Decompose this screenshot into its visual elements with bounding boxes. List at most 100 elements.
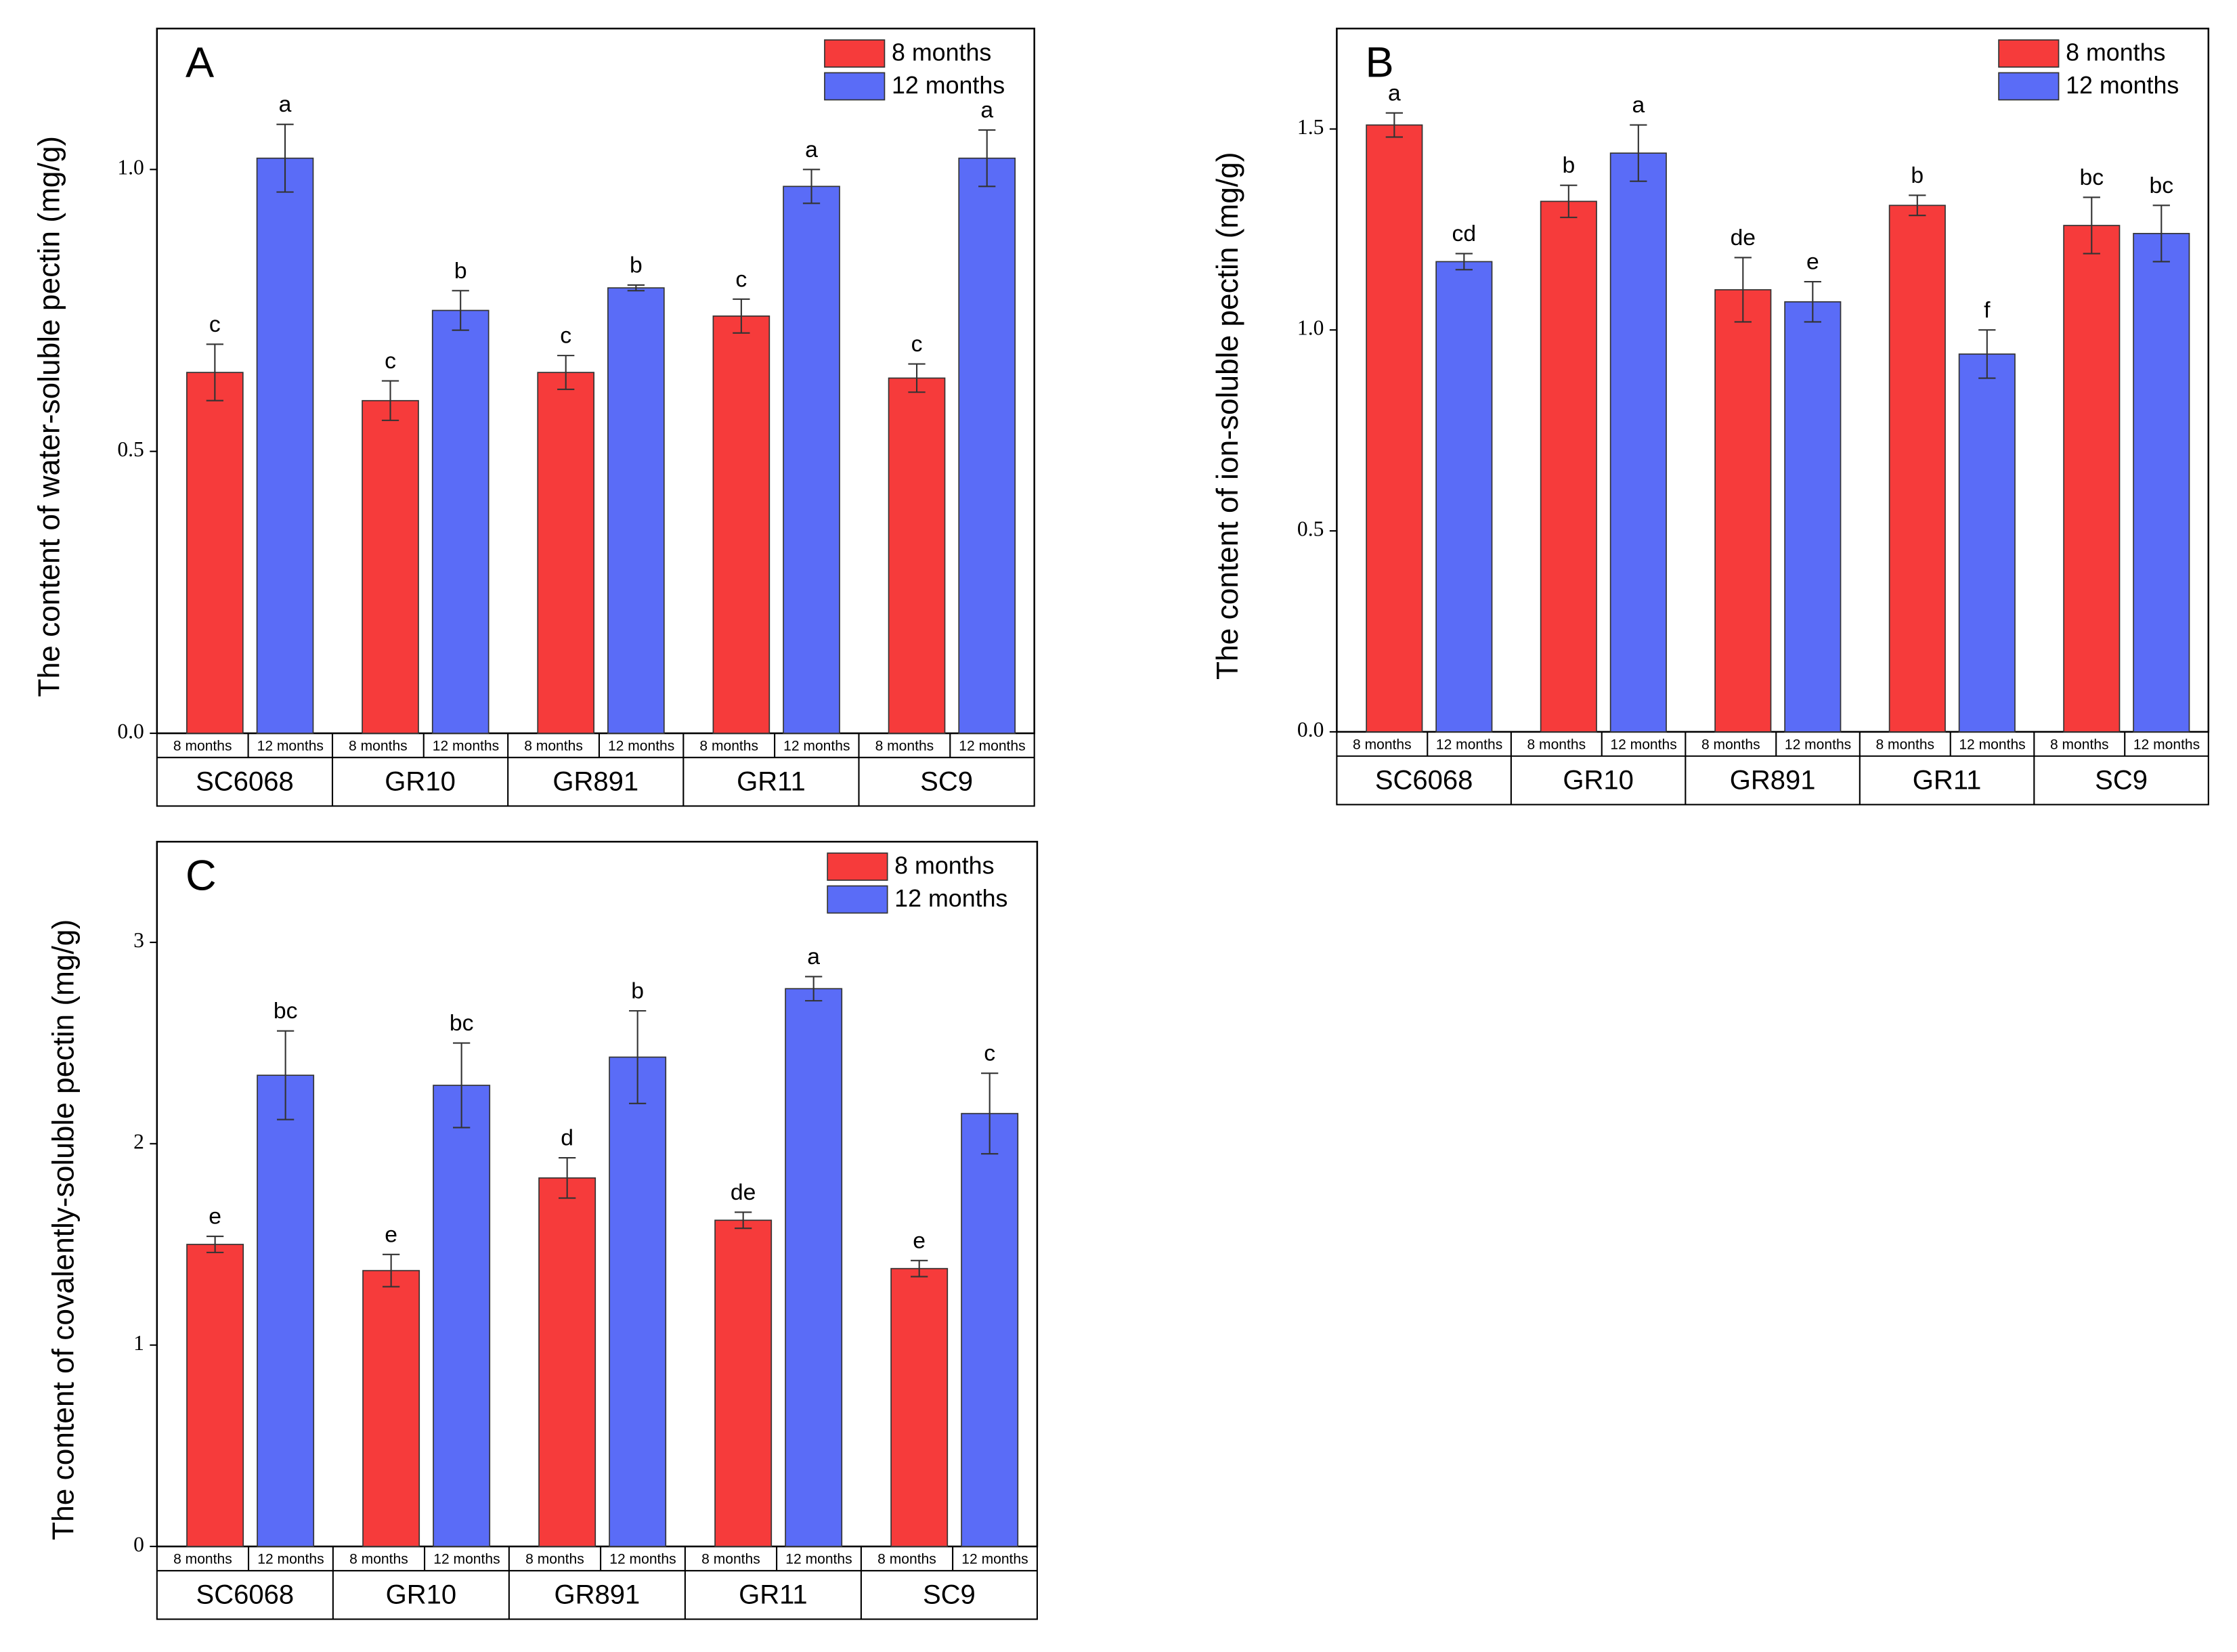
error-bar	[629, 1009, 647, 1104]
significance-label: b	[630, 253, 643, 278]
significance-label: c	[984, 1041, 995, 1066]
bar	[2063, 225, 2121, 733]
bar	[785, 988, 843, 1547]
panel-label: B	[1366, 39, 1394, 87]
sub-category-label: 8 months	[699, 739, 758, 754]
bar	[2133, 233, 2190, 733]
significance-label: a	[279, 91, 292, 117]
legend-label: 8 months	[894, 852, 994, 879]
error-bar	[453, 1042, 471, 1129]
y-tick-label: 0.5	[1297, 517, 1324, 540]
legend-item: 8 months	[827, 852, 995, 881]
error-bar	[911, 1259, 928, 1278]
bar	[1958, 353, 2016, 733]
y-tick-label: 3	[133, 928, 144, 952]
sub-category-label: 8 months	[877, 1552, 936, 1567]
significance-label: b	[1911, 162, 1924, 188]
error-bar	[1978, 329, 1996, 379]
significance-label: bc	[2149, 173, 2173, 198]
sub-category-label: 8 months	[1353, 737, 1412, 753]
x-tick-label: GR891	[554, 1580, 640, 1609]
y-tick-label: 0.0	[1297, 718, 1324, 741]
sub-category-label: 8 months	[2050, 737, 2109, 753]
sub-category-label: 8 months	[1701, 737, 1760, 753]
y-tick-label: 2	[133, 1130, 144, 1154]
bar	[890, 1267, 949, 1547]
x-tick-label: SC6068	[196, 1580, 295, 1609]
error-bar	[206, 1236, 224, 1253]
significance-label: a	[980, 97, 993, 123]
bar	[1540, 200, 1597, 733]
legend-label: 12 months	[894, 885, 1007, 912]
sub-category-label: 12 months	[1959, 737, 2025, 753]
legend-item: 12 months	[827, 885, 1007, 914]
bar	[712, 315, 770, 734]
x-tick-label: GR10	[1563, 765, 1634, 795]
x-tick-label: GR891	[1730, 765, 1816, 795]
bar	[431, 309, 490, 734]
bar	[609, 1056, 667, 1547]
bar	[186, 1244, 244, 1547]
y-axis-label: The content of ion-soluble pectin (mg/g)	[1211, 152, 1244, 679]
error-bar	[276, 123, 294, 193]
legend-swatch	[824, 72, 886, 101]
error-bar	[802, 169, 821, 204]
error-bar	[2152, 204, 2170, 263]
error-bar	[978, 129, 996, 188]
sub-category-label: 8 months	[875, 739, 934, 754]
error-bar	[559, 1157, 576, 1199]
significance-label: c	[385, 348, 396, 374]
sub-category-label: 12 months	[257, 1552, 324, 1567]
sub-category-label: 8 months	[524, 739, 583, 754]
error-bar	[805, 976, 823, 1002]
legend-label: 8 months	[892, 39, 991, 66]
bar	[257, 1074, 315, 1547]
y-tick-label: 1.0	[1297, 316, 1324, 340]
significance-label: bc	[274, 998, 298, 1024]
significance-label: b	[631, 978, 644, 1004]
significance-label: e	[1806, 249, 1819, 275]
significance-label: de	[731, 1179, 756, 1205]
error-bar	[733, 298, 750, 334]
x-tick-label: GR11	[1913, 765, 1982, 795]
error-bar	[627, 284, 645, 292]
error-bar	[2083, 196, 2100, 255]
sub-category-label: 8 months	[349, 739, 408, 754]
y-tick-label: 1.0	[117, 156, 144, 179]
panel-label: C	[186, 852, 217, 900]
significance-label: c	[560, 323, 571, 349]
x-tick-label: GR891	[552, 766, 638, 796]
error-bar	[1734, 257, 1752, 323]
bar	[538, 1177, 596, 1547]
sub-category-label: 8 months	[1527, 737, 1586, 753]
bar	[1366, 124, 1423, 733]
y-tick-label: 0	[133, 1532, 144, 1556]
error-bar	[1909, 194, 1926, 217]
error-bar	[1455, 253, 1473, 271]
sub-category-label: 12 months	[608, 739, 674, 754]
x-tick-label: GR11	[737, 766, 806, 796]
legend-label: 8 months	[2066, 39, 2165, 66]
sub-category-label: 12 months	[961, 1552, 1028, 1567]
bar	[888, 377, 946, 734]
significance-label: bc	[2079, 165, 2104, 190]
legend-swatch	[827, 885, 888, 914]
significance-label: a	[1388, 80, 1401, 106]
x-tick-label: SC6068	[196, 766, 294, 796]
significance-label: d	[561, 1125, 573, 1151]
significance-label: b	[454, 258, 467, 284]
bar	[1888, 204, 1946, 733]
bar	[714, 1219, 773, 1547]
significance-label: a	[805, 137, 818, 162]
chart-panel: 0 1 2 3 The content of covalently-soluble pe…	[47, 840, 1039, 1620]
significance-label: bc	[450, 1010, 474, 1036]
sub-category-label: 12 months	[959, 739, 1025, 754]
y-tick-label: 0.0	[117, 719, 144, 743]
significance-label: de	[1731, 225, 1756, 251]
x-tick-label: SC9	[920, 766, 973, 796]
sub-category-label: 12 months	[2133, 737, 2200, 753]
bar	[1435, 261, 1493, 733]
x-tick-label: SC9	[923, 1580, 976, 1609]
bar	[958, 157, 1016, 734]
